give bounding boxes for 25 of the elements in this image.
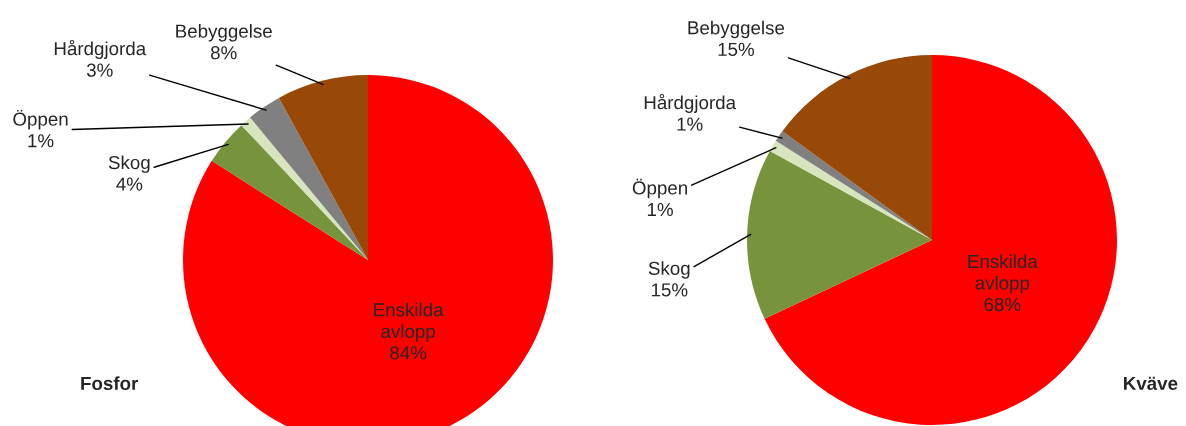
slice-label: Öppen (13, 109, 68, 130)
slice-label: Bebyggelse (688, 20, 785, 39)
slice-label: Hårdgjorda (644, 93, 737, 113)
text: Fosfor (81, 376, 139, 391)
slice-label: Hårdgjorda (54, 39, 147, 59)
data-label: 8% (210, 46, 237, 60)
slice-label: Bebyggelse (176, 24, 272, 42)
data-label: 1% (677, 117, 703, 131)
slice-label: Enskilda avlopp (374, 302, 444, 342)
data-label: 4% (116, 177, 143, 191)
data-label: 84% (390, 346, 427, 360)
data-label: 15% (651, 283, 688, 297)
pie-slice (782, 55, 932, 240)
data-label: 15% (718, 42, 754, 57)
slice-label: Enskilda avlopp (968, 254, 1038, 294)
pie-slice (747, 150, 932, 319)
pie-slice (764, 55, 1117, 425)
data-label: 1% (28, 134, 54, 148)
data-label: 1% (647, 202, 673, 217)
slice-label: Öppen (632, 178, 687, 199)
data-label: 68% (984, 297, 1021, 312)
slice-label: Skog (648, 261, 690, 279)
slice-label: Skog (108, 155, 150, 173)
data-label: 3% (86, 63, 113, 77)
text: Kväve (1124, 376, 1178, 391)
